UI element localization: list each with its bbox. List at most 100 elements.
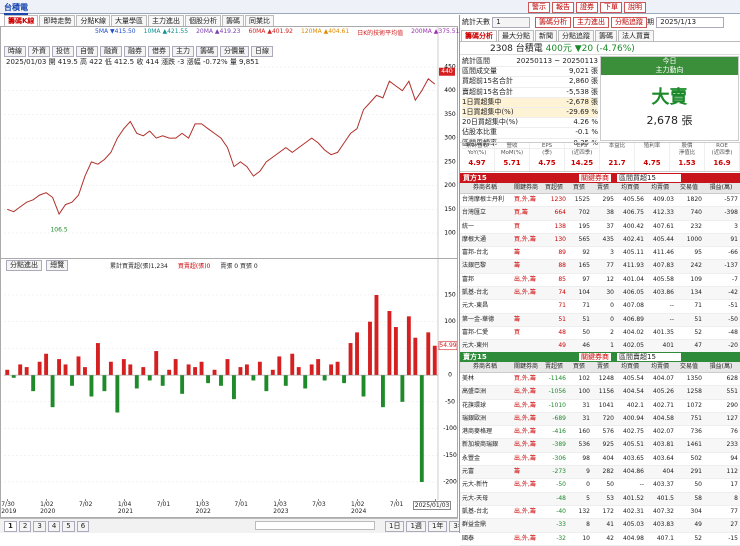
right-tab[interactable]: 籌碼分析 xyxy=(461,30,497,41)
table-cell: 407.1 xyxy=(656,534,674,542)
stat-days-select[interactable]: 1 xyxy=(492,17,531,28)
table-cell: 30 xyxy=(606,289,614,297)
range-button[interactable]: 1年 xyxy=(427,521,448,532)
key-button[interactable]: 關鍵券商 xyxy=(579,174,611,182)
left-tab[interactable]: 即時走勢 xyxy=(39,15,76,26)
left-tab[interactable]: 分點K線 xyxy=(76,15,111,26)
date-input[interactable]: 2025/1/13 xyxy=(656,17,725,28)
table-cell: 290 xyxy=(726,401,738,409)
toolbar-button[interactable]: 日線 xyxy=(251,46,273,57)
toolbar-button[interactable]: 主力 xyxy=(172,46,194,57)
price-line xyxy=(7,78,436,216)
right-buttons: 籌碼分析 主力進出 分點追蹤 xyxy=(535,17,649,28)
toolbar-button[interactable]: 籌碼 xyxy=(196,46,218,57)
right-tab[interactable]: 籌碼 xyxy=(595,30,617,41)
table-title: 買方15 xyxy=(463,174,487,182)
table-select[interactable]: 區間買超15 xyxy=(617,174,681,182)
flow-bar xyxy=(219,375,223,386)
y-tick-label: 150 xyxy=(444,291,456,298)
table-cell: 統一 xyxy=(462,222,475,230)
table-row: 凱基-台北 出,外,籌 74 104 30 406.05 403.86 134 -42 xyxy=(460,287,740,301)
table-cell: 165 xyxy=(578,262,590,270)
right-tab[interactable]: 最大分點 xyxy=(498,30,534,41)
table-cell: 85 xyxy=(558,275,566,283)
flow-bar xyxy=(57,359,62,376)
top-button[interactable]: 警示 xyxy=(528,2,550,13)
today: 今日 xyxy=(601,57,738,66)
toolbar-button[interactable]: 借券 xyxy=(148,46,170,57)
right-tab[interactable]: 分點追蹤 xyxy=(558,30,594,41)
left-tab[interactable]: 大量學區 xyxy=(111,15,148,26)
stock-tab[interactable]: 台積電 xyxy=(4,2,28,15)
page-button[interactable]: 6 xyxy=(76,521,90,532)
toolbar-button[interactable]: 融資 xyxy=(100,46,122,57)
left-tab[interactable]: 主力進出 xyxy=(148,15,185,26)
lower-button[interactable]: 總覽 xyxy=(46,260,69,271)
toolbar-button[interactable]: 自營 xyxy=(76,46,98,57)
table-cell: 402.75 xyxy=(623,428,644,436)
toolbar-button[interactable]: 投信 xyxy=(52,46,74,57)
table-cell: 3 xyxy=(610,249,614,257)
lower-select[interactable]: 分點進出 xyxy=(6,260,42,271)
top-button[interactable]: 報告 xyxy=(552,2,574,13)
right-tab[interactable]: 新聞 xyxy=(535,30,557,41)
x-tick-label: 1/02 2020 xyxy=(40,501,56,515)
toolbar-button[interactable]: 融券 xyxy=(124,46,146,57)
ma-legend-item: 5MA ▼415.50 xyxy=(95,28,136,35)
table-cell: 401.35 xyxy=(653,328,674,336)
table-cell: -50 xyxy=(728,315,738,323)
table-row: 摩根大通 買,外,籌 130 565 435 402.41 405.44 1000 91 xyxy=(460,233,740,248)
ma-legend-item: 60MA ▲401.92 xyxy=(248,28,293,35)
key-button[interactable]: 關鍵券商 xyxy=(579,353,611,361)
table-cell: 401 xyxy=(662,342,674,350)
table-cell: 405.54 xyxy=(623,375,644,382)
flow-bar xyxy=(63,364,68,376)
range-button[interactable]: 1週 xyxy=(406,521,426,532)
ma-legend-item: 10MA ▲421.55 xyxy=(143,28,189,35)
top-button[interactable]: 證券 xyxy=(576,2,598,13)
page-button[interactable]: 4 xyxy=(47,521,61,532)
table-cell: 74 xyxy=(558,289,566,297)
x-tick xyxy=(434,499,436,501)
range-button[interactable]: 1日 xyxy=(385,521,405,532)
metrics: 累計營收 YoY(%) 4.97 營收 MoM(%) 5.71 EPS (季) 4.75 E… xyxy=(460,142,740,172)
top-button[interactable]: 下單 xyxy=(600,2,622,13)
right-button[interactable]: 主力進出 xyxy=(573,17,609,28)
page-button[interactable]: 5 xyxy=(62,521,75,532)
table-cell: 1041 xyxy=(598,401,614,409)
page-button[interactable]: 3 xyxy=(33,521,46,532)
table-cell: 元大-東州 xyxy=(462,342,489,350)
left-tab[interactable]: 籌碼 xyxy=(222,15,245,26)
left-tab[interactable]: 同業比 xyxy=(245,15,275,26)
right-button[interactable]: 分點追蹤 xyxy=(611,17,647,28)
table-cell: 49 xyxy=(558,342,566,350)
right-tab[interactable]: 法人買賣 xyxy=(618,30,654,41)
table-cell: 出,外,籌 xyxy=(514,481,536,489)
table-row: 統一 買 138 195 37 400.42 407.61 232 3 xyxy=(460,220,740,234)
left-tab[interactable]: 個股分析 xyxy=(185,15,222,26)
right-button[interactable]: 籌碼分析 xyxy=(535,17,571,28)
page-button[interactable]: 2 xyxy=(18,521,32,532)
toolbar-button[interactable]: 時線 xyxy=(4,46,26,57)
left-tab[interactable]: 籌碼K線 xyxy=(4,15,39,26)
y-tick-label: 100 xyxy=(444,230,456,237)
table-cell: 31 xyxy=(582,414,590,422)
table-cell: -48 xyxy=(728,328,738,336)
table-cell: 71 xyxy=(558,302,566,310)
table-cell: 411.93 xyxy=(623,262,644,270)
page-button[interactable]: 1 xyxy=(4,521,17,532)
table-cell: 1230 xyxy=(550,196,566,203)
table-select[interactable]: 區間賣超15 xyxy=(617,353,681,361)
column-header: 交易值 xyxy=(679,363,698,370)
table-cell: 0 xyxy=(610,315,614,323)
table-header: 券商名稱 關鍵券商 賣超張 買張 賣張 均買價 均賣價 交易值 損益(萬) xyxy=(460,362,740,373)
top-button[interactable]: 說明 xyxy=(624,2,646,13)
flow-bar xyxy=(348,343,353,376)
scrollbar[interactable] xyxy=(255,521,375,530)
table-row: 國泰 出,外,籌 -32 10 42 404.98 407.1 52 -15 xyxy=(460,532,740,546)
trend-title: 主力動向 xyxy=(601,66,738,75)
metric-label: 營收 MoM(%) xyxy=(500,143,524,156)
toolbar-button[interactable]: 分價量 xyxy=(220,46,249,57)
toolbar-button[interactable]: 外資 xyxy=(28,46,50,57)
table-cell: 406.05 xyxy=(623,289,644,297)
